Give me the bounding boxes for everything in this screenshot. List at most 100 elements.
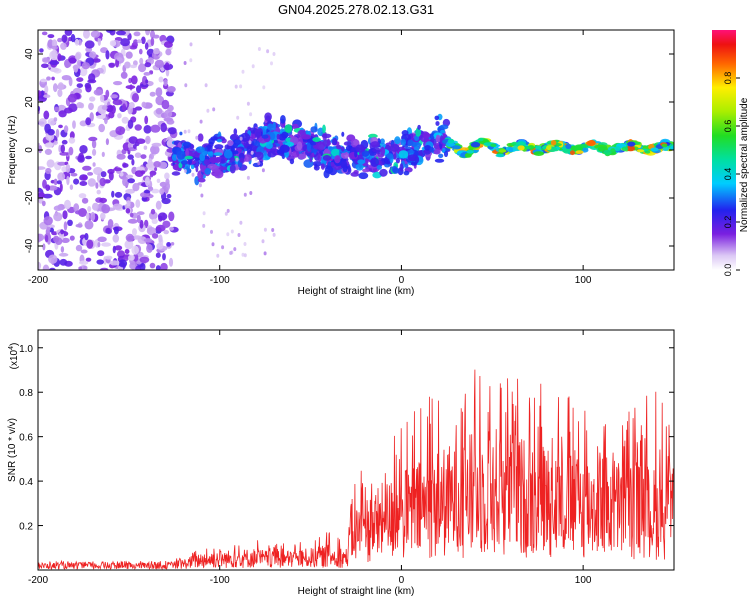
heatmap-cell [239,84,243,89]
heatmap-cell [365,158,369,164]
heatmap-cell [155,107,163,115]
heatmap-cell [340,151,350,159]
heatmap-cell [100,212,106,220]
heatmap-cell [85,155,92,160]
heatmap-cell [86,239,94,249]
heatmap-cell [158,234,163,243]
heatmap-cell [51,49,58,59]
heatmap-cell [112,234,120,243]
heatmap-cell [70,34,76,43]
heatmap-cell [207,163,218,170]
heatmap-cell [621,146,629,152]
heatmap-cell [139,48,143,55]
heatmap-cell [101,204,111,214]
heatmap-cell [239,220,243,225]
heatmap-cell [213,152,223,156]
heatmap-cell [376,165,382,170]
heatmap-cell [184,83,188,88]
heatmap-cell [84,220,94,230]
heatmap-cell [69,184,74,190]
heatmap-cell [127,119,134,129]
heatmap-cell [61,34,68,43]
heatmap-cell [47,34,55,39]
heatmap-cell [90,211,96,222]
heatmap-cell [136,85,142,94]
heatmap-cell [127,154,134,160]
heatmap-cell [92,58,101,63]
heatmap-cell [235,157,239,162]
heatmap-cell [400,138,406,146]
heatmap-cell [155,265,161,270]
heatmap-cell [66,175,70,186]
heatmap-cell [115,58,120,68]
heatmap-cell [72,87,83,95]
heatmap-cell [176,150,186,160]
heatmap-cell [570,150,575,156]
heatmap-cell [81,197,89,204]
heatmap-cell [84,233,89,241]
heatmap-cell [191,172,195,177]
heatmap-cell [241,252,245,257]
heatmap-cell [398,150,409,159]
x-tick-label: -200 [28,575,48,586]
heatmap-cell [204,159,211,166]
heatmap-cell [167,127,177,135]
heatmap-cell [141,101,147,108]
heatmap-cell [251,64,255,69]
heatmap-cell [429,146,435,153]
heatmap-cell [361,150,370,157]
heatmap-cell [120,71,128,79]
heatmap-cell [60,42,67,50]
heatmap-cell [132,183,140,192]
heatmap-cell [246,175,250,180]
heatmap-cell [75,223,83,228]
heatmap-cell [60,144,65,153]
y-tick-label: -40 [24,238,35,253]
heatmap-cell [395,157,400,164]
heatmap-cell [627,141,636,147]
heatmap-cell [132,253,139,262]
heatmap-cell [111,190,115,198]
heatmap-cell [154,167,158,172]
heatmap-cell [113,81,123,86]
heatmap-cell [67,219,73,226]
heatmap-cell [257,161,261,166]
heatmap-cell [264,112,272,121]
heatmap-cell [145,79,149,84]
heatmap-cell [644,150,651,154]
heatmap-cell [106,105,114,113]
heatmap-cell [255,131,260,138]
heatmap-cell [284,124,293,133]
heatmap-cell [122,103,127,112]
heatmap-cell [58,124,63,129]
heatmap-x-axis: -200 -100 0 100 [28,30,592,286]
heatmap-cell [439,124,449,130]
heatmap-cell [115,126,125,136]
heatmap-cell [132,228,137,236]
heatmap-cell [143,238,153,243]
heatmap-cell [73,178,80,185]
y-tick-label: 0 [24,147,35,153]
heatmap-cell [136,211,145,216]
heatmap-cell [429,133,435,140]
heatmap-cell [116,30,126,36]
heatmap-cell [49,60,60,66]
y-tick-label: 20 [24,96,35,108]
heatmap-cell [53,83,58,93]
heatmap-cell [183,61,187,65]
heatmap-cell [250,150,254,155]
colorbar-tick-label: 0.2 [723,216,733,229]
snr-y-label: SNR (10 * v/v) [7,418,18,482]
y-tick-label: 0.2 [19,522,33,533]
colorbar: 0.0 0.2 0.4 0.6 0.8 Normalized spectral ampl… [712,30,750,276]
heatmap-cell [340,160,348,169]
heatmap-cell [38,105,41,112]
heatmap-cell [289,158,295,165]
heatmap-cell [533,151,545,157]
heatmap-cell [57,89,63,98]
heatmap-cell [100,171,107,178]
heatmap-cell [89,51,97,59]
heatmap-cell [137,236,147,245]
heatmap-cell [550,140,557,146]
heatmap-cell [636,149,645,153]
